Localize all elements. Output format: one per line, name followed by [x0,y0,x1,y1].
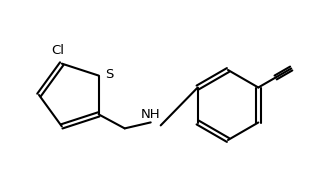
Text: S: S [105,68,113,81]
Text: NH: NH [141,108,160,121]
Text: Cl: Cl [51,44,64,57]
